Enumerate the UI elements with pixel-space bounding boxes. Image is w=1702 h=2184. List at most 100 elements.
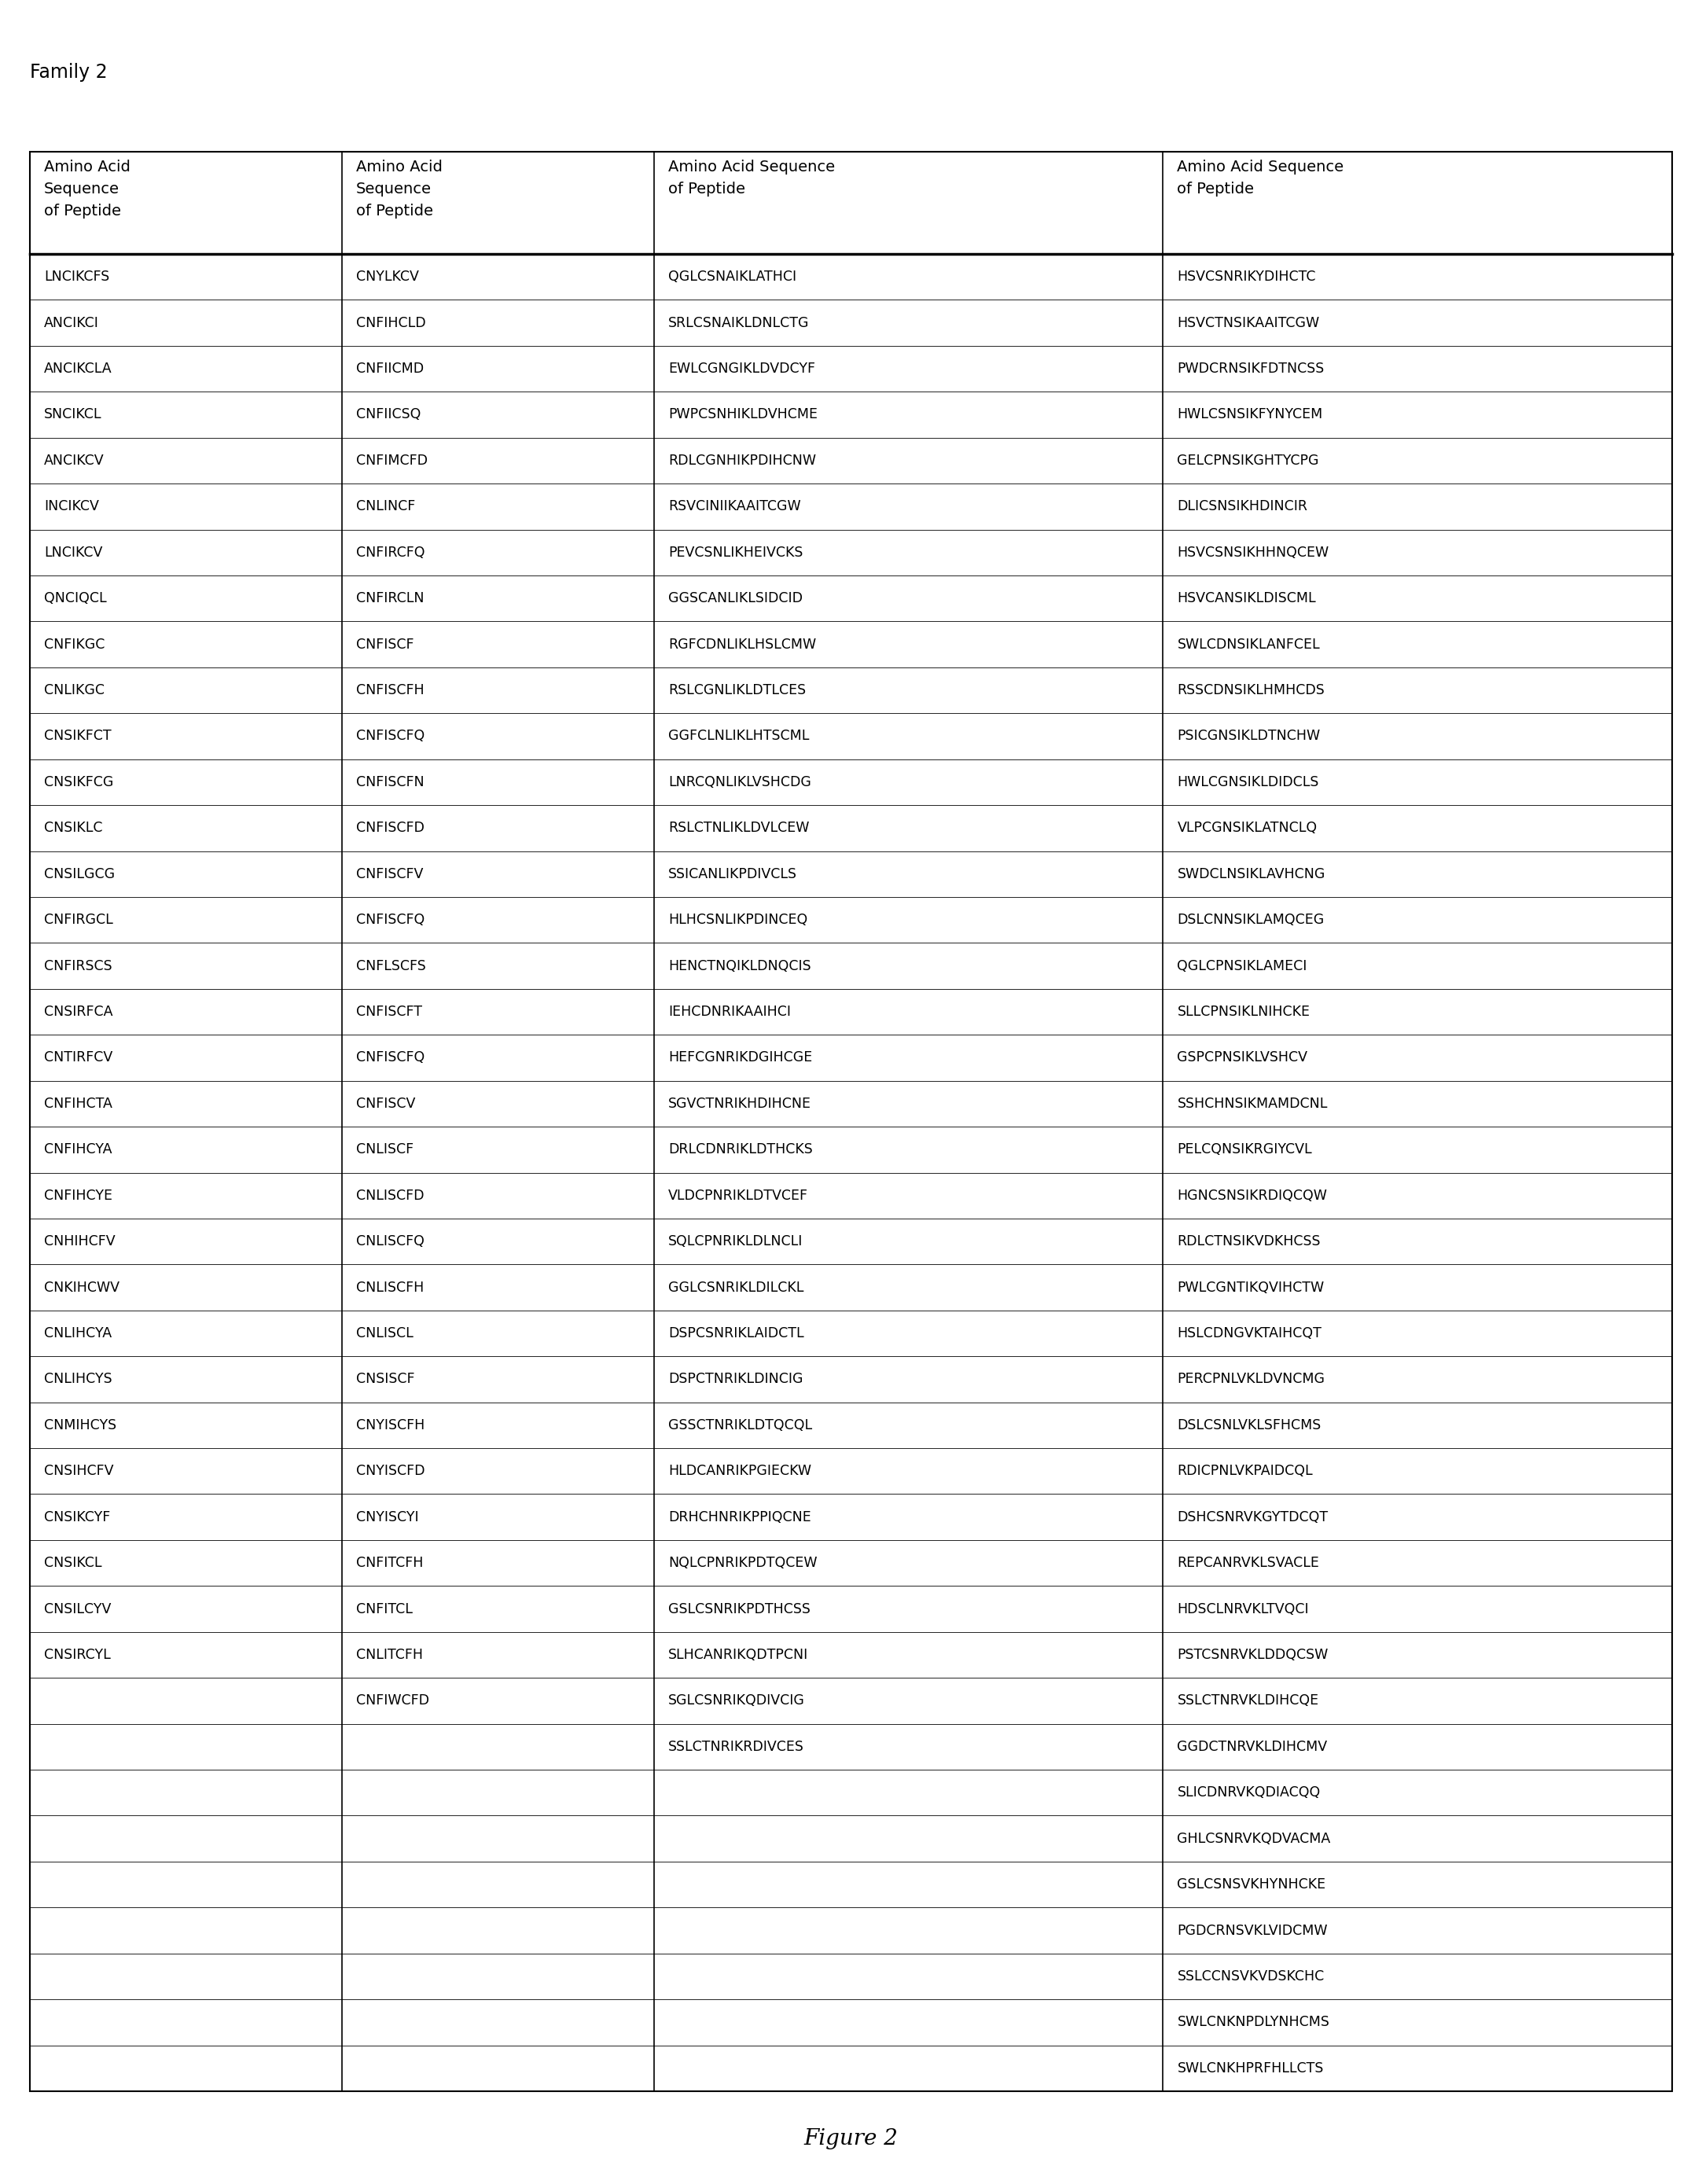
Text: SRLCSNAIKLDNLCTG: SRLCSNAIKLDNLCTG [669,317,808,330]
Text: DSLCSNLVKLSFHCMS: DSLCSNLVKLSFHCMS [1178,1417,1321,1433]
Text: CNSIKFCG: CNSIKFCG [44,775,114,788]
Text: HLDCANRIKPGIECKW: HLDCANRIKPGIECKW [669,1463,812,1479]
Text: CNLISCL: CNLISCL [356,1326,414,1341]
Text: QNCIQCL: QNCIQCL [44,592,107,605]
Text: HSVCTNSIKAAITCGW: HSVCTNSIKAAITCGW [1178,317,1319,330]
Text: CNLIHCYS: CNLIHCYS [44,1372,112,1387]
Text: NQLCPNRIKPDTQCEW: NQLCPNRIKPDTQCEW [669,1555,817,1570]
Text: CNSIRCYL: CNSIRCYL [44,1647,111,1662]
Text: GGLCSNRIKLDILCKL: GGLCSNRIKLDILCKL [669,1280,803,1295]
Text: CNFISCF: CNFISCF [356,638,414,651]
Text: HLHCSNLIKPDINCEQ: HLHCSNLIKPDINCEQ [669,913,807,926]
Text: LNCIKCFS: LNCIKCFS [44,271,109,284]
Text: LNCIKCV: LNCIKCV [44,546,102,559]
Text: Amino Acid
Sequence
of Peptide: Amino Acid Sequence of Peptide [356,159,443,218]
Text: HWLCSNSIKFYNYCEM: HWLCSNSIKFYNYCEM [1178,408,1322,422]
Text: DRHCHNRIKPPIQCNE: DRHCHNRIKPPIQCNE [669,1509,810,1524]
Text: SSLCTNRIKRDIVCES: SSLCTNRIKRDIVCES [669,1741,803,1754]
Text: CNFLSCFS: CNFLSCFS [356,959,426,972]
Text: SSICANLIKPDIVCLS: SSICANLIKPDIVCLS [669,867,797,880]
Bar [31,151,1671,2092]
Text: CNFIRSCS: CNFIRSCS [44,959,112,972]
Text: CNSIKCYF: CNSIKCYF [44,1509,111,1524]
Text: SSLCTNRVKLDIHCQE: SSLCTNRVKLDIHCQE [1178,1695,1319,1708]
Text: HEFCGNRIKDGIHCGE: HEFCGNRIKDGIHCGE [669,1051,812,1066]
Text: CNLIHCYA: CNLIHCYA [44,1326,112,1341]
Text: CNLISCFH: CNLISCFH [356,1280,424,1295]
Text: PSICGNSIKLDTNCHW: PSICGNSIKLDTNCHW [1178,729,1321,743]
Text: RDLCGNHIKPDIHCNW: RDLCGNHIKPDIHCNW [669,454,815,467]
Text: RGFCDNLIKLHSLCMW: RGFCDNLIKLHSLCMW [669,638,815,651]
Text: CNFIICMD: CNFIICMD [356,363,424,376]
Text: PERCPNLVKLDVNCMG: PERCPNLVKLDVNCMG [1178,1372,1324,1387]
Text: DLICSNSIKHDINCIR: DLICSNSIKHDINCIR [1178,500,1307,513]
Text: RSLCTNLIKLDVLCEW: RSLCTNLIKLDVLCEW [669,821,808,834]
Text: CNFIRCLN: CNFIRCLN [356,592,424,605]
Text: CNFISCFQ: CNFISCFQ [356,729,424,743]
Text: Family 2: Family 2 [31,63,107,81]
Text: PGDCRNSVKLVIDCMW: PGDCRNSVKLVIDCMW [1178,1924,1328,1937]
Text: CNFISCFN: CNFISCFN [356,775,424,788]
Text: CNYISCFH: CNYISCFH [356,1417,424,1433]
Text: CNLITCFH: CNLITCFH [356,1647,422,1662]
Text: VLPCGNSIKLATNCLQ: VLPCGNSIKLATNCLQ [1178,821,1317,834]
Text: GGFCLNLIKLHTSCML: GGFCLNLIKLHTSCML [669,729,808,743]
Text: RSSCDNSIKLHMHCDS: RSSCDNSIKLHMHCDS [1178,684,1324,697]
Text: CNSIKLC: CNSIKLC [44,821,102,834]
Text: CNLIKGC: CNLIKGC [44,684,104,697]
Text: HGNCSNSIKRDIQCQW: HGNCSNSIKRDIQCQW [1178,1188,1328,1203]
Text: Amino Acid
Sequence
of Peptide: Amino Acid Sequence of Peptide [44,159,131,218]
Text: QGLCSNAIKLATHCI: QGLCSNAIKLATHCI [669,271,797,284]
Text: ANCIKCI: ANCIKCI [44,317,99,330]
Text: HDSCLNRVKLTVQCI: HDSCLNRVKLTVQCI [1178,1601,1309,1616]
Text: INCIKCV: INCIKCV [44,500,99,513]
Text: HSVCSNRIKYDIHCTC: HSVCSNRIKYDIHCTC [1178,271,1316,284]
Text: CNFIKGC: CNFIKGC [44,638,106,651]
Text: CNFISCFV: CNFISCFV [356,867,424,880]
Text: CNFISCFD: CNFISCFD [356,821,424,834]
Text: CNKIHCWV: CNKIHCWV [44,1280,119,1295]
Text: IEHCDNRIKAAIHCI: IEHCDNRIKAAIHCI [669,1005,791,1020]
Text: SWDCLNSIKLAVHCNG: SWDCLNSIKLAVHCNG [1178,867,1326,880]
Text: CNFIRCFQ: CNFIRCFQ [356,546,426,559]
Text: DSHCSNRVKGYTDCQT: DSHCSNRVKGYTDCQT [1178,1509,1328,1524]
Text: CNSIKCL: CNSIKCL [44,1555,102,1570]
Text: CNYISCYI: CNYISCYI [356,1509,419,1524]
Text: CNLISCF: CNLISCF [356,1142,414,1158]
Text: CNFITCL: CNFITCL [356,1601,412,1616]
Text: ANCIKCLA: ANCIKCLA [44,363,112,376]
Text: CNFISCV: CNFISCV [356,1096,415,1112]
Text: QGLCPNSIKLAMECI: QGLCPNSIKLAMECI [1178,959,1307,972]
Text: SGLCSNRIKQDIVCIG: SGLCSNRIKQDIVCIG [669,1695,805,1708]
Text: VLDCPNRIKLDTVCEF: VLDCPNRIKLDTVCEF [669,1188,808,1203]
Text: DSPCSNRIKLAIDCTL: DSPCSNRIKLAIDCTL [669,1326,803,1341]
Text: CNFITCFH: CNFITCFH [356,1555,424,1570]
Text: EWLCGNGIKLDVDCYF: EWLCGNGIKLDVDCYF [669,363,815,376]
Text: CNLISCFQ: CNLISCFQ [356,1234,424,1249]
Text: ANCIKCV: ANCIKCV [44,454,104,467]
Text: PWLCGNTIKQVIHCTW: PWLCGNTIKQVIHCTW [1178,1280,1324,1295]
Text: PWDCRNSIKFDTNCSS: PWDCRNSIKFDTNCSS [1178,363,1324,376]
Text: CNFISCFT: CNFISCFT [356,1005,422,1020]
Text: CNFISCFH: CNFISCFH [356,684,424,697]
Text: SWLCNKNPDLYNHCMS: SWLCNKNPDLYNHCMS [1178,2016,1329,2029]
Text: CNSIHCFV: CNSIHCFV [44,1463,114,1479]
Text: HSVCSNSIKHHNQCEW: HSVCSNSIKHHNQCEW [1178,546,1329,559]
Text: DSPCTNRIKLDINCIG: DSPCTNRIKLDINCIG [669,1372,803,1387]
Text: CNFIWCFD: CNFIWCFD [356,1695,429,1708]
Text: SLICDNRVKQDIACQQ: SLICDNRVKQDIACQQ [1178,1787,1321,1800]
Text: GSLCSNRIKPDTHCSS: GSLCSNRIKPDTHCSS [669,1601,810,1616]
Text: SLHCANRIKQDTPCNI: SLHCANRIKQDTPCNI [669,1647,808,1662]
Text: RDLCTNSIKVDKHCSS: RDLCTNSIKVDKHCSS [1178,1234,1321,1249]
Text: SSLCCNSVKVDSKCHC: SSLCCNSVKVDSKCHC [1178,1970,1324,1983]
Text: CNFIHCLD: CNFIHCLD [356,317,426,330]
Text: CNHIHCFV: CNHIHCFV [44,1234,116,1249]
Text: CNSILCYV: CNSILCYV [44,1601,111,1616]
Text: CNLISCFD: CNLISCFD [356,1188,424,1203]
Text: SQLCPNRIKLDLNCLI: SQLCPNRIKLDLNCLI [669,1234,803,1249]
Text: CNSIRFCA: CNSIRFCA [44,1005,112,1020]
Text: CNTIRFCV: CNTIRFCV [44,1051,112,1066]
Text: PELCQNSIKRGIYCVL: PELCQNSIKRGIYCVL [1178,1142,1312,1158]
Text: GHLCSNRVKQDVACMA: GHLCSNRVKQDVACMA [1178,1832,1331,1845]
Text: PSTCSNRVKLDDQCSW: PSTCSNRVKLDDQCSW [1178,1647,1328,1662]
